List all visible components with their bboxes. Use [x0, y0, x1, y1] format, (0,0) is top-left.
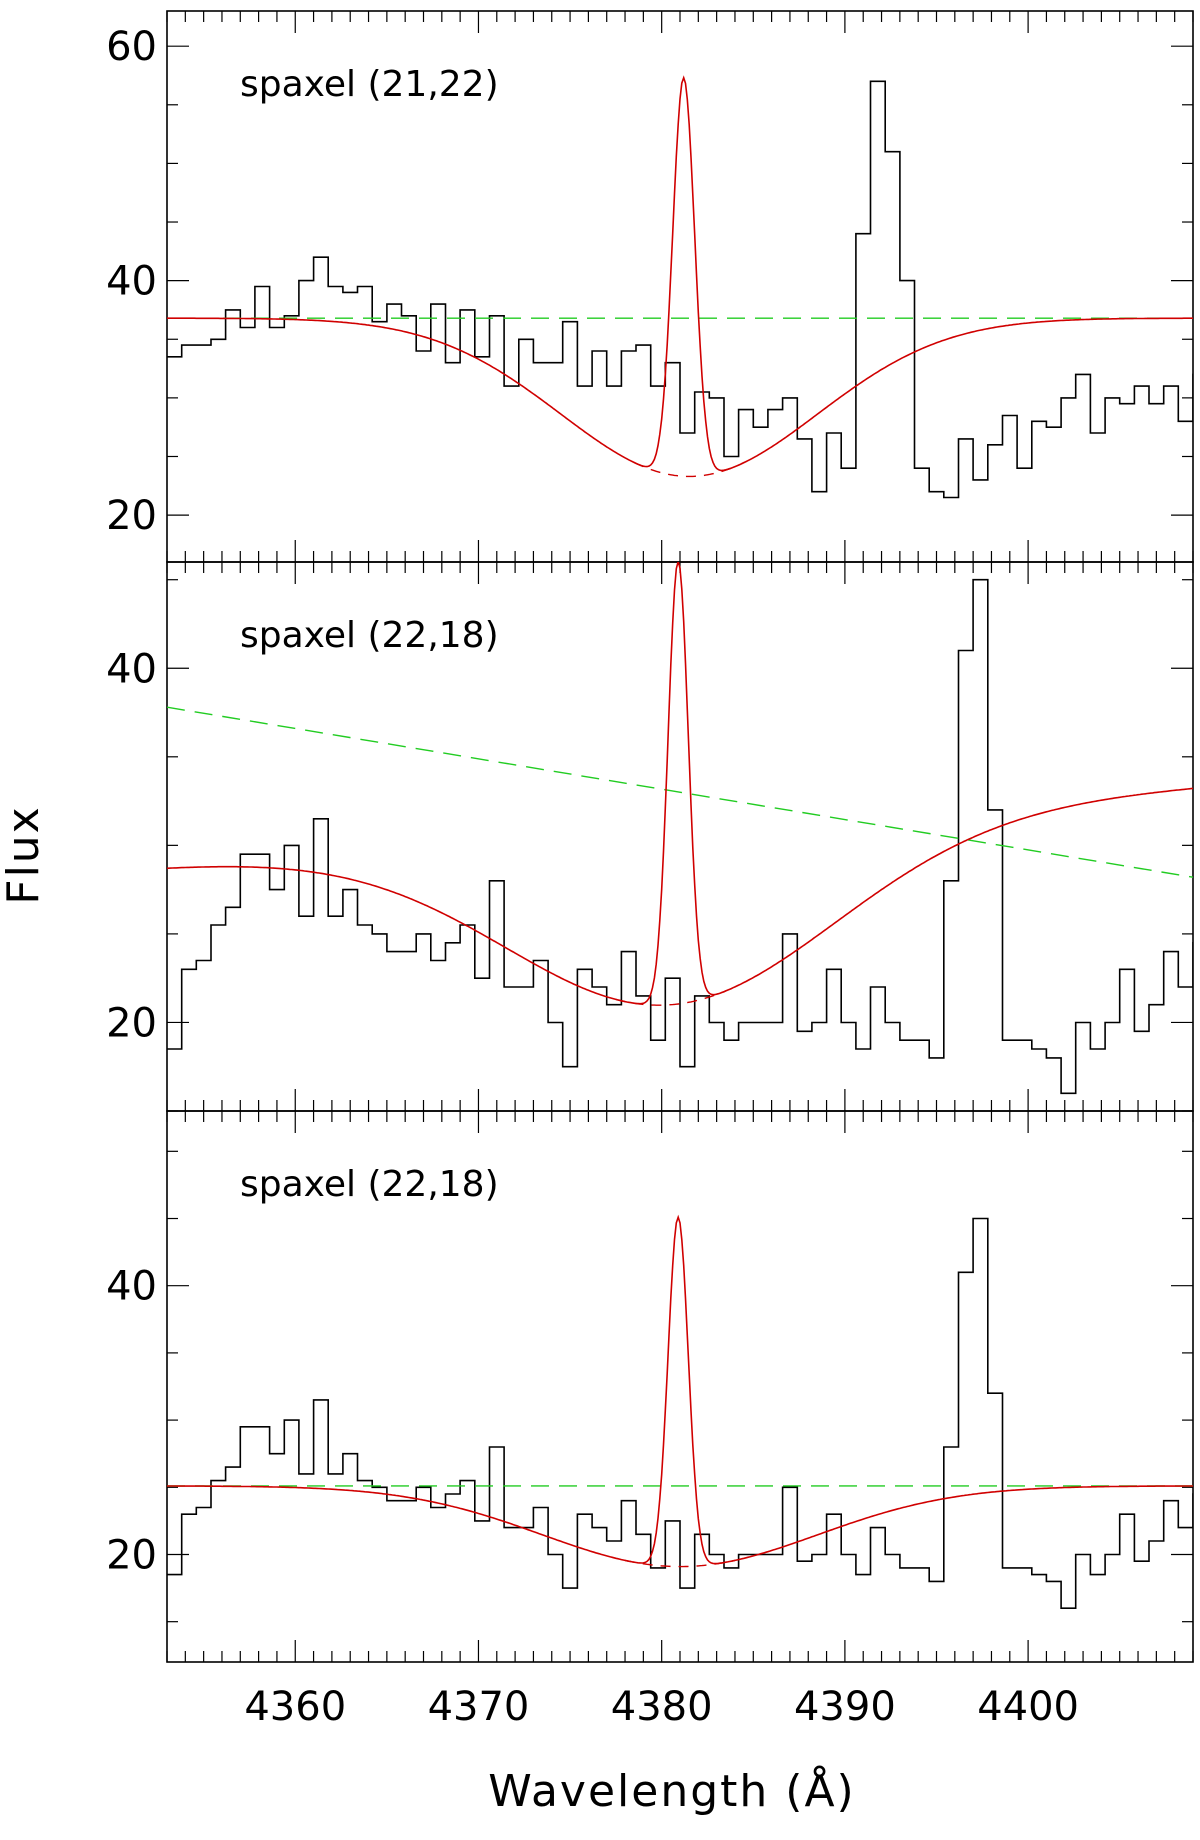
x-tick-label: 4380 — [611, 1684, 713, 1730]
x-tick-label: 4370 — [428, 1684, 530, 1730]
fit-curve — [167, 1214, 1193, 1565]
y-tick-label: 40 — [106, 259, 157, 305]
panel-1: 20 40 60 spaxel (21,22) — [106, 10, 1194, 563]
panel-2: 20 40 spaxel (22,18) — [106, 561, 1194, 1112]
x-tick-label: 4360 — [244, 1684, 346, 1730]
y-tick-label: 20 — [106, 493, 157, 539]
y-tick-label: 60 — [106, 24, 157, 70]
fit-curve — [167, 562, 1193, 1005]
panel-curves — [167, 562, 1193, 1095]
x-tick-label: 4400 — [977, 1684, 1079, 1730]
y-tick-label: 20 — [106, 1000, 157, 1046]
x-tick-label: 4390 — [794, 1684, 896, 1730]
panel-3: 20 40 spaxel (22,18) 4360 4370 4380 4390 4400 — [106, 1110, 1194, 1730]
continuum-line — [167, 706, 1193, 878]
x-axis-label: Wavelength (Å) — [488, 1764, 855, 1817]
y-tick-label: 40 — [106, 646, 157, 692]
y-axis-label: Flux — [0, 805, 49, 904]
fit-curve — [167, 75, 1193, 472]
data-histogram — [167, 80, 1193, 499]
data-histogram — [167, 578, 1193, 1095]
panel-curves — [167, 75, 1193, 499]
y-tick-label: 20 — [106, 1532, 157, 1578]
panel-curves — [167, 1214, 1193, 1609]
y-tick-label: 40 — [106, 1264, 157, 1310]
panel-label: spaxel (22,18) — [240, 1164, 499, 1205]
panel-label: spaxel (21,22) — [240, 64, 499, 105]
data-histogram — [167, 1217, 1193, 1609]
panel-label: spaxel (22,18) — [240, 615, 499, 656]
